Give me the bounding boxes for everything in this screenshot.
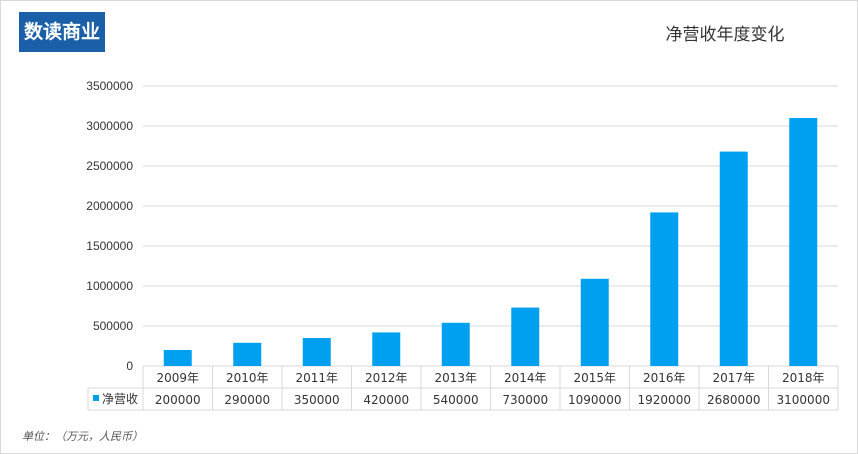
x-category-label: 2015年 xyxy=(573,371,616,385)
bar xyxy=(233,342,262,366)
data-value-label: 200000 xyxy=(155,393,201,407)
data-value-label: 730000 xyxy=(502,393,548,407)
bar xyxy=(441,322,470,366)
bar xyxy=(650,212,679,366)
y-tick-label: 2000000 xyxy=(86,199,133,213)
x-category-label: 2014年 xyxy=(504,371,547,385)
bar xyxy=(580,278,609,366)
data-value-label: 350000 xyxy=(294,393,340,407)
x-category-label: 2017年 xyxy=(712,371,755,385)
bar xyxy=(511,307,540,366)
brand-logo: 数读商业 xyxy=(19,12,105,52)
data-value-label: 3100000 xyxy=(777,393,830,407)
y-tick-label: 3500000 xyxy=(86,79,133,93)
y-tick-label: 3000000 xyxy=(86,119,133,133)
x-category-label: 2010年 xyxy=(226,371,269,385)
x-category-label: 2016年 xyxy=(643,371,686,385)
data-value-label: 540000 xyxy=(433,393,479,407)
y-tick-label: 500000 xyxy=(93,319,133,333)
data-value-label: 420000 xyxy=(363,393,409,407)
x-category-label: 2012年 xyxy=(365,371,408,385)
y-tick-label: 2500000 xyxy=(86,159,133,173)
chart-title: 净营收年度变化 xyxy=(665,25,785,45)
data-table: 2009年 2010年 2011年 2012年 2013年 2014年 2015年 2016年… xyxy=(87,366,839,411)
data-value-label: 290000 xyxy=(224,393,270,407)
bar xyxy=(719,151,748,366)
x-category-label: 2013年 xyxy=(434,371,477,385)
y-tick-label: 1500000 xyxy=(86,239,133,253)
x-category-label: 2009年 xyxy=(156,371,199,385)
data-value-label: 1090000 xyxy=(568,393,621,407)
y-tick-label: 1000000 xyxy=(86,279,133,293)
x-category-label: 2011年 xyxy=(295,371,338,385)
data-value-label: 1920000 xyxy=(638,393,691,407)
unit-note: 单位：（万元，人民币） xyxy=(22,430,143,443)
y-tick-label: 0 xyxy=(126,359,133,373)
legend-label: 净营收 xyxy=(102,392,138,406)
bar xyxy=(302,338,331,366)
bars xyxy=(163,118,818,366)
legend-swatch xyxy=(93,395,99,401)
data-value-label: 2680000 xyxy=(707,393,760,407)
y-axis-ticks: 0 500000 1000000 1500000 2000000 2500000 30000… xyxy=(86,79,133,373)
x-category-label: 2018年 xyxy=(782,371,825,385)
bar xyxy=(372,332,401,366)
bar xyxy=(789,118,818,366)
bar xyxy=(163,350,192,366)
